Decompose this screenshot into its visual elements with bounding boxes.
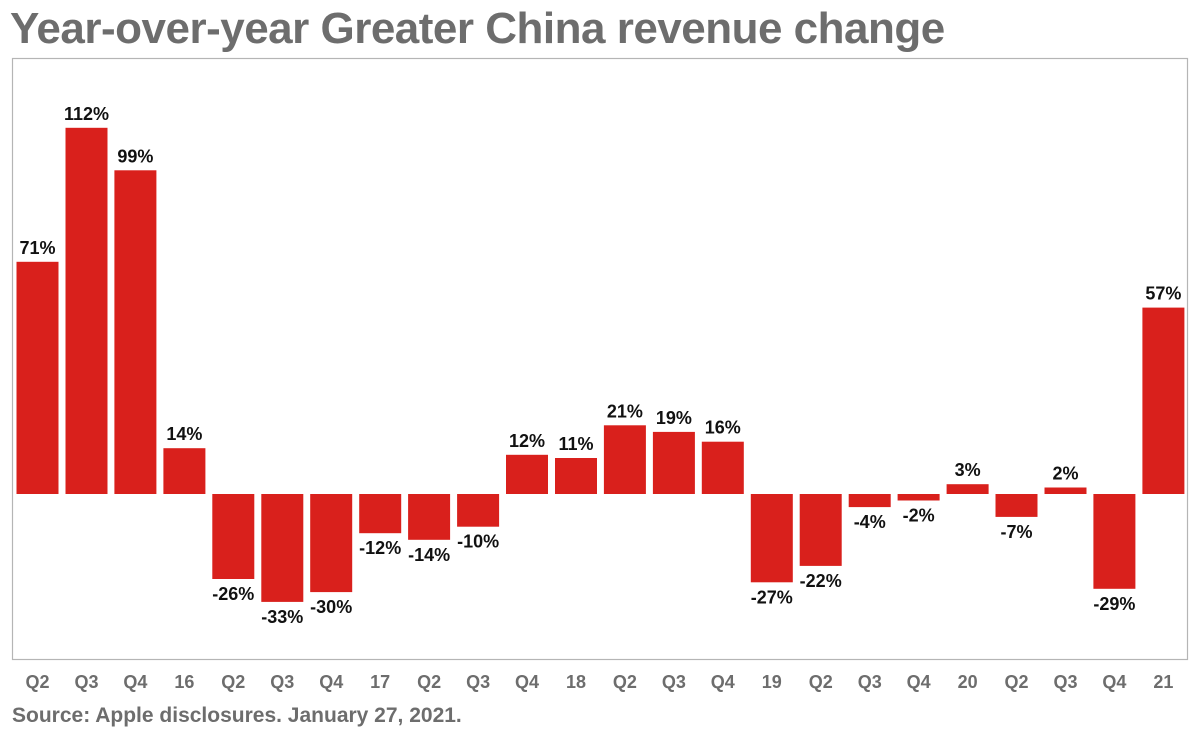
x-tick-label-4: Q2 bbox=[221, 672, 245, 692]
data-label-18: -2% bbox=[903, 506, 935, 526]
data-label-23: 57% bbox=[1145, 284, 1181, 304]
bar-9 bbox=[457, 494, 500, 527]
bar-8 bbox=[408, 494, 451, 540]
x-tick-label-5: Q3 bbox=[270, 672, 294, 692]
x-tick-label-14: Q4 bbox=[711, 672, 735, 692]
bars-group bbox=[16, 127, 1185, 602]
bar-0 bbox=[16, 261, 59, 494]
bar-17 bbox=[848, 494, 891, 508]
data-label-14: 16% bbox=[705, 418, 741, 438]
x-tick-label-6: Q4 bbox=[319, 672, 343, 692]
bar-11 bbox=[555, 458, 597, 494]
data-label-6: -30% bbox=[310, 597, 352, 617]
bar-20 bbox=[995, 494, 1038, 517]
data-label-22: -29% bbox=[1093, 594, 1135, 614]
bar-23 bbox=[1142, 307, 1185, 494]
x-tick-label-17: Q3 bbox=[858, 672, 882, 692]
data-label-8: -14% bbox=[408, 545, 450, 565]
x-tick-label-0: Q2 bbox=[25, 672, 49, 692]
data-label-19: 3% bbox=[955, 460, 981, 480]
x-tick-label-7: 17 bbox=[370, 672, 390, 692]
data-label-1: 112% bbox=[64, 104, 109, 124]
bar-18 bbox=[897, 494, 940, 501]
bar-4 bbox=[212, 494, 255, 579]
bar-15 bbox=[750, 494, 793, 583]
x-tick-label-19: 20 bbox=[958, 672, 978, 692]
bar-13 bbox=[652, 431, 695, 494]
x-tick-label-2: Q4 bbox=[123, 672, 147, 692]
bar-5 bbox=[261, 494, 304, 602]
data-label-2: 99% bbox=[117, 146, 153, 166]
x-tick-label-3: 16 bbox=[174, 672, 194, 692]
data-label-5: -33% bbox=[261, 607, 303, 627]
data-label-15: -27% bbox=[751, 587, 793, 607]
bar-22 bbox=[1093, 494, 1136, 589]
x-tick-label-22: Q4 bbox=[1102, 672, 1126, 692]
x-tick-label-1: Q3 bbox=[74, 672, 98, 692]
data-label-4: -26% bbox=[212, 584, 254, 604]
data-label-21: 2% bbox=[1052, 464, 1078, 484]
bar-14 bbox=[701, 441, 744, 494]
source-note: Source: Apple disclosures. January 27, 2… bbox=[12, 704, 462, 727]
x-tick-label-23: 21 bbox=[1153, 672, 1173, 692]
x-tick-label-15: 19 bbox=[762, 672, 782, 692]
data-label-16: -22% bbox=[800, 571, 842, 591]
bar-19 bbox=[946, 484, 989, 494]
x-tick-label-9: Q3 bbox=[466, 672, 490, 692]
x-tick-label-21: Q3 bbox=[1053, 672, 1077, 692]
data-label-10: 12% bbox=[509, 431, 545, 451]
x-tick-label-20: Q2 bbox=[1004, 672, 1028, 692]
bar-12 bbox=[603, 425, 646, 494]
data-label-12: 21% bbox=[607, 401, 643, 421]
bar-16 bbox=[799, 494, 842, 566]
data-label-20: -7% bbox=[1000, 522, 1032, 542]
bar-2 bbox=[114, 170, 157, 495]
x-tick-label-16: Q2 bbox=[809, 672, 833, 692]
bar-3 bbox=[163, 448, 206, 494]
bar-21 bbox=[1044, 487, 1087, 494]
chart-title: Year-over-year Greater China revenue cha… bbox=[10, 4, 945, 53]
data-label-11: 11% bbox=[558, 434, 593, 454]
x-tick-label-11: 18 bbox=[566, 672, 586, 692]
x-tick-label-18: Q4 bbox=[907, 672, 931, 692]
x-tick-label-13: Q3 bbox=[662, 672, 686, 692]
x-tick-label-12: Q2 bbox=[613, 672, 637, 692]
data-label-9: -10% bbox=[457, 532, 499, 552]
data-label-13: 19% bbox=[656, 408, 692, 428]
bar-1 bbox=[65, 127, 108, 495]
data-label-3: 14% bbox=[166, 424, 202, 444]
x-tick-label-10: Q4 bbox=[515, 672, 539, 692]
data-label-17: -4% bbox=[854, 512, 886, 532]
bar-6 bbox=[310, 494, 353, 593]
data-label-7: -12% bbox=[359, 538, 401, 558]
data-labels-group: 71% 112% 99% 14% -26% -33% -30% -12% -14% -10% 12%… bbox=[19, 104, 1181, 627]
bar-7 bbox=[359, 494, 402, 534]
x-tick-labels-group: Q2 Q3 Q4 16 Q2 Q3 Q4 17 Q2 Q3 Q4 18 Q2 Q3 Q4 19 Q2 Q3 Q4 20… bbox=[25, 672, 1173, 692]
x-tick-label-8: Q2 bbox=[417, 672, 441, 692]
plot-frame bbox=[11, 57, 1189, 661]
data-label-0: 71% bbox=[19, 238, 55, 258]
bar-10 bbox=[506, 454, 548, 494]
